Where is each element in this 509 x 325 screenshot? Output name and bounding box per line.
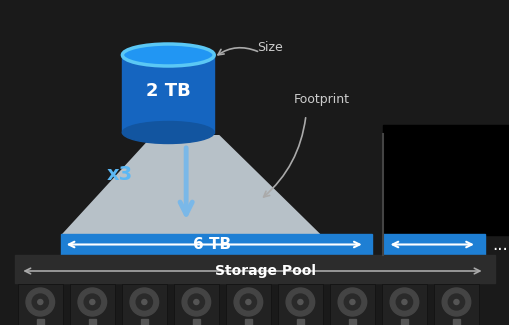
- Circle shape: [130, 288, 158, 316]
- Text: 2 TB: 2 TB: [146, 82, 190, 100]
- Bar: [140, 319, 148, 325]
- Circle shape: [292, 294, 308, 310]
- Text: Storage Pool: Storage Pool: [214, 264, 315, 278]
- Bar: [61, 234, 372, 255]
- Circle shape: [38, 300, 43, 305]
- Circle shape: [84, 294, 100, 310]
- Circle shape: [349, 300, 354, 305]
- Text: ...: ...: [491, 236, 506, 254]
- Text: Size: Size: [257, 41, 282, 54]
- Circle shape: [344, 294, 360, 310]
- Circle shape: [240, 294, 256, 310]
- Ellipse shape: [122, 44, 214, 66]
- Circle shape: [453, 300, 458, 305]
- Bar: [244, 319, 251, 325]
- Circle shape: [286, 288, 314, 316]
- Bar: [225, 284, 270, 325]
- Bar: [296, 319, 303, 325]
- Circle shape: [193, 300, 199, 305]
- Circle shape: [142, 300, 147, 305]
- Circle shape: [395, 294, 412, 310]
- Bar: [348, 319, 355, 325]
- Bar: [277, 284, 322, 325]
- Circle shape: [441, 288, 470, 316]
- Circle shape: [245, 300, 250, 305]
- Circle shape: [447, 294, 464, 310]
- Text: x3: x3: [106, 165, 133, 185]
- Bar: [18, 284, 63, 325]
- Bar: [15, 255, 494, 282]
- Text: Footprint: Footprint: [293, 94, 349, 107]
- Bar: [174, 284, 218, 325]
- Circle shape: [26, 288, 54, 316]
- Circle shape: [90, 300, 95, 305]
- Circle shape: [234, 288, 262, 316]
- Circle shape: [136, 294, 152, 310]
- Bar: [192, 319, 200, 325]
- Bar: [329, 284, 374, 325]
- Circle shape: [182, 288, 210, 316]
- Bar: [381, 284, 426, 325]
- Bar: [433, 284, 478, 325]
- Circle shape: [188, 294, 204, 310]
- Bar: [382, 125, 509, 235]
- Text: 6 TB: 6 TB: [192, 237, 230, 252]
- Circle shape: [297, 300, 302, 305]
- Bar: [400, 319, 407, 325]
- Bar: [37, 319, 44, 325]
- Bar: [122, 55, 214, 133]
- Circle shape: [78, 288, 106, 316]
- Bar: [89, 319, 96, 325]
- Bar: [70, 284, 115, 325]
- Circle shape: [32, 294, 48, 310]
- Bar: [382, 234, 484, 255]
- Bar: [122, 284, 166, 325]
- Polygon shape: [61, 135, 321, 235]
- Circle shape: [337, 288, 366, 316]
- Bar: [452, 319, 459, 325]
- Circle shape: [389, 288, 418, 316]
- Ellipse shape: [122, 122, 214, 144]
- Circle shape: [401, 300, 406, 305]
